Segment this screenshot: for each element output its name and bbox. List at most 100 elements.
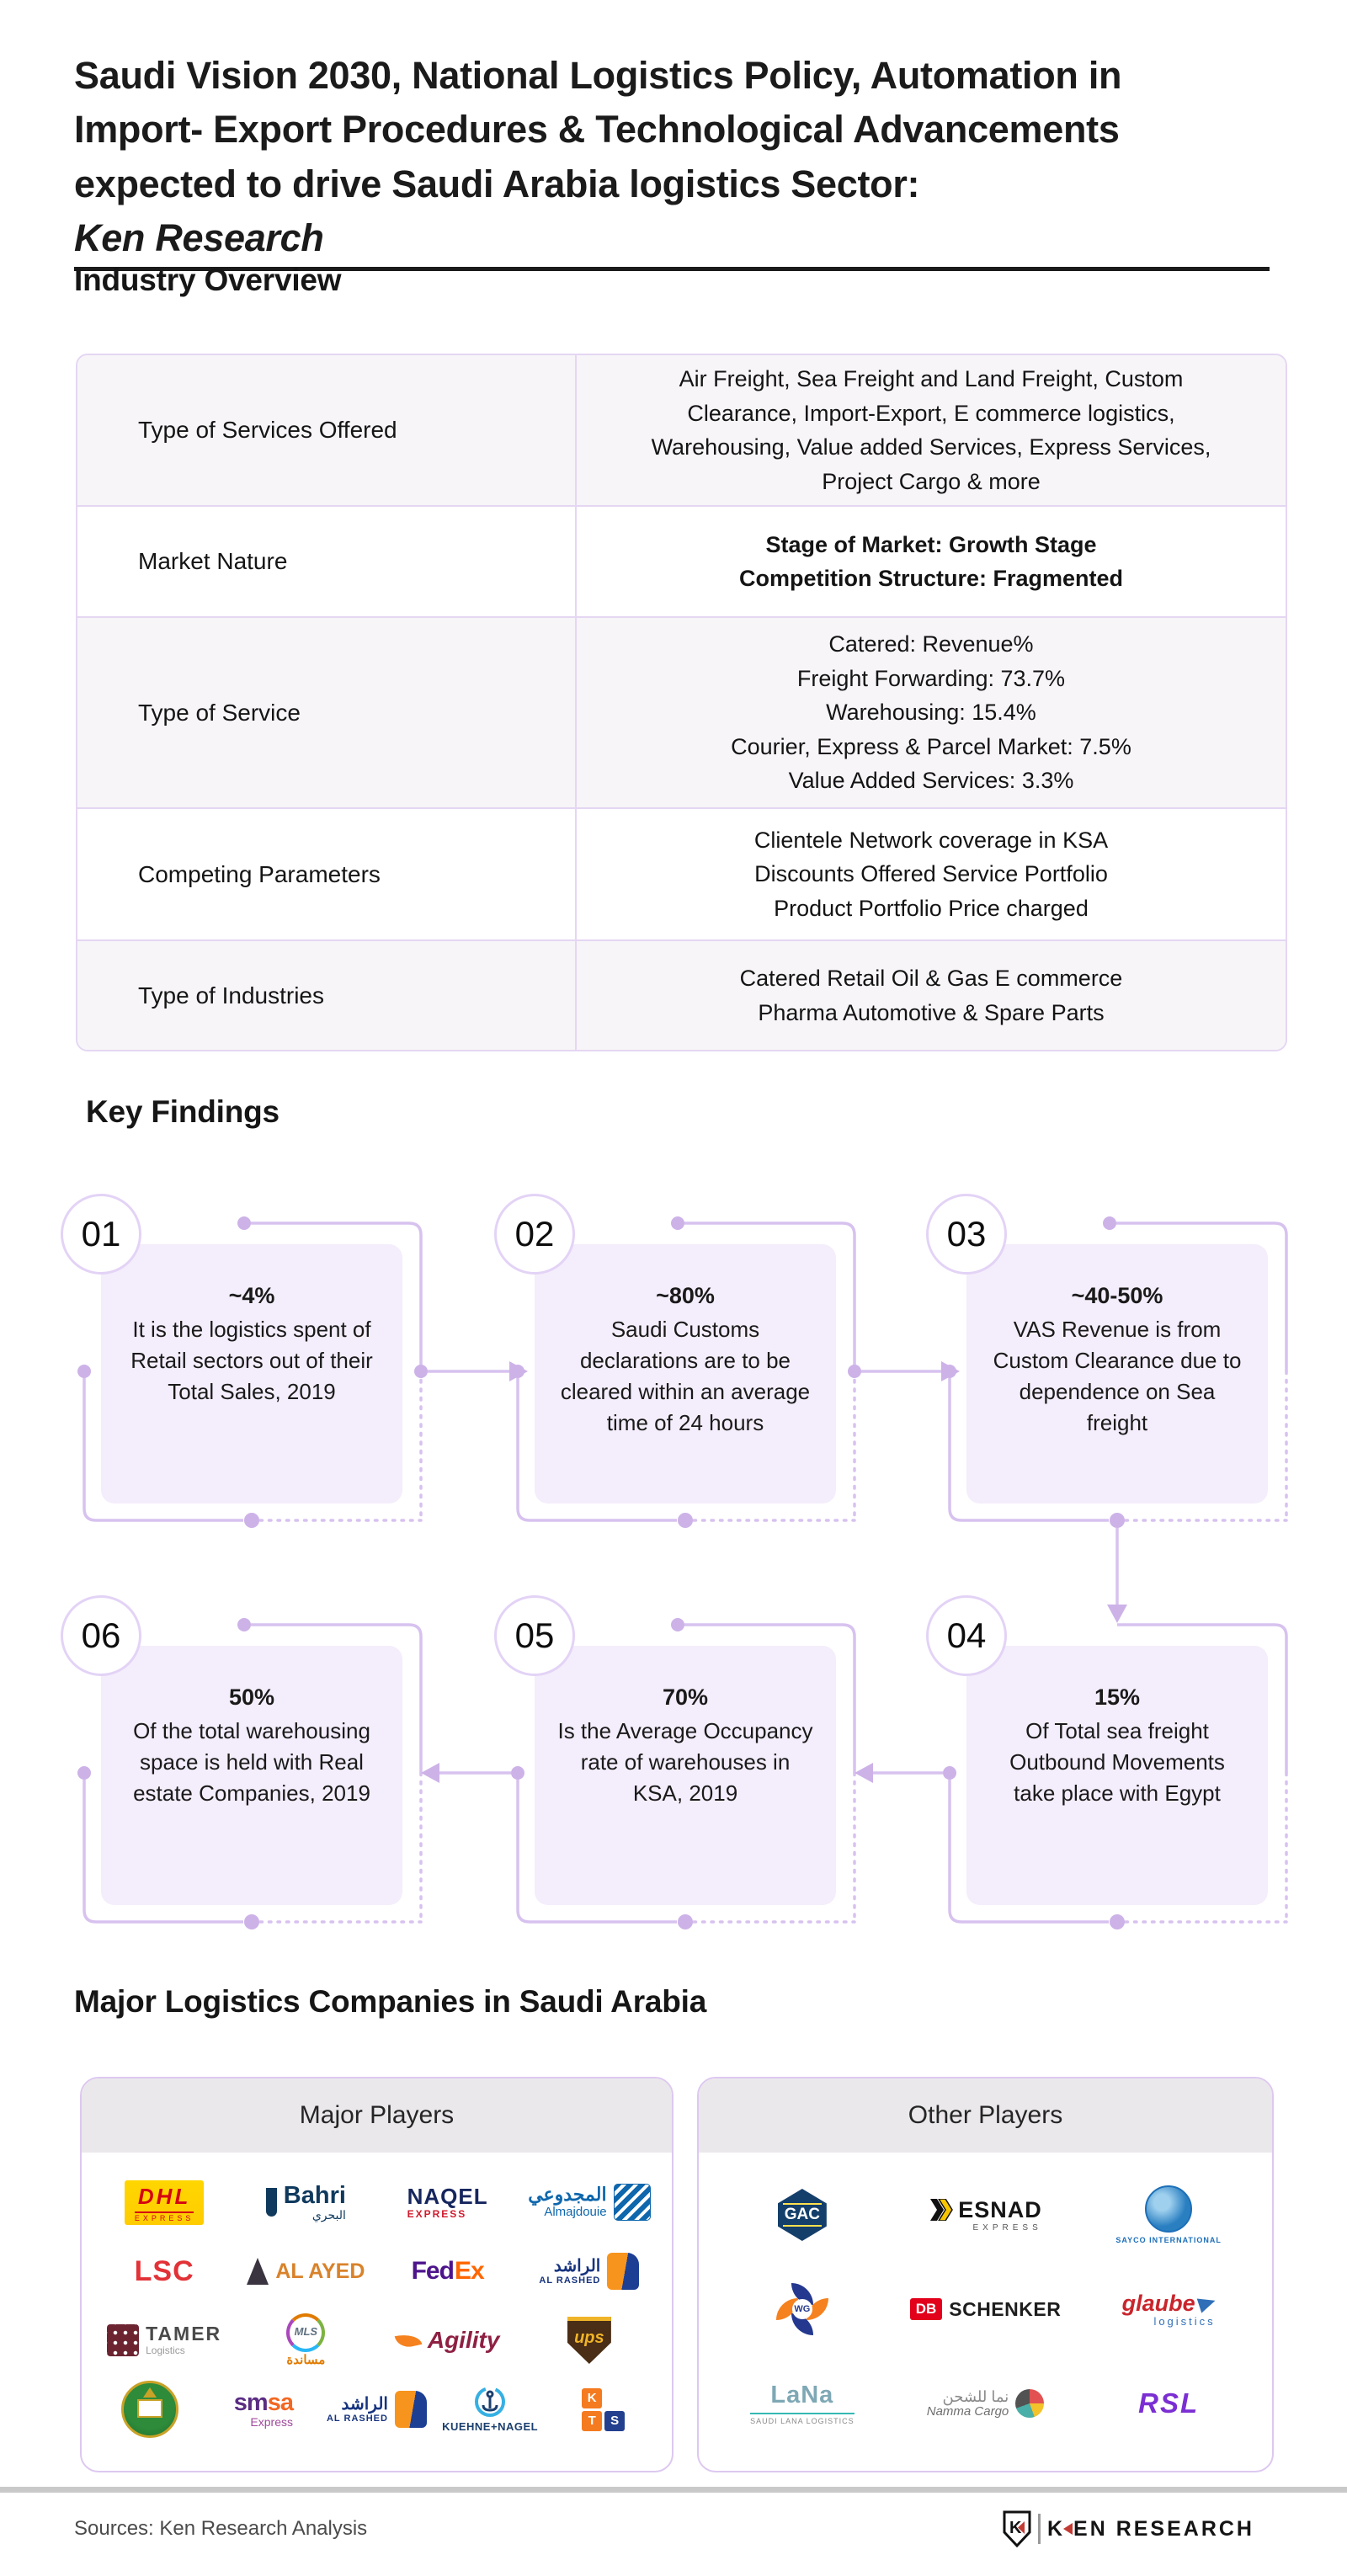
logo-kuehne-nagel: KUEHNE+NAGEL: [434, 2385, 547, 2434]
title-line-3: expected to drive Saudi Arabia logistics…: [74, 157, 1270, 272]
finding-card-04: 15% Of Total sea freight Outbound Moveme…: [966, 1646, 1268, 1905]
finding-text: Of the total warehousing space is held w…: [133, 1717, 370, 1806]
sources-note: Sources: Ken Research Analysis: [74, 2517, 368, 2540]
finding-card-03: ~40-50% VAS Revenue is from Custom Clear…: [966, 1244, 1268, 1504]
finding-stat: 50%: [228, 1685, 275, 1710]
logo-gac: GAC: [711, 2189, 894, 2241]
logo-al-ayed: AL AYED: [235, 2258, 376, 2285]
ken-research-logo: K K EN RESEARCH: [1003, 2510, 1254, 2547]
finding-stat: ~80%: [656, 1283, 715, 1308]
major-players-title: Major Players: [82, 2078, 672, 2153]
table-row-services: Type of Services Offered Air Freight, Se…: [77, 355, 1286, 505]
logo-esnad: ESNAD EXPRESS: [894, 2197, 1078, 2233]
logo-wg: WG: [711, 2283, 894, 2335]
table-row-value: Stage of Market: Growth Stage Competitio…: [738, 531, 1124, 592]
finding-text: Saudi Customs declarations are to be cle…: [560, 1316, 811, 1436]
logo-al-rashed: الراشد AL RASHED: [519, 2253, 660, 2290]
tamer-mark-icon: [107, 2324, 140, 2356]
companies-heading: Major Logistics Companies in Saudi Arabi…: [74, 1984, 707, 2019]
finding-number-02: 02: [494, 1194, 575, 1275]
al-rashed-mark-icon: [607, 2253, 640, 2290]
finding-card-02: ~80% Saudi Customs declarations are to b…: [535, 1244, 836, 1504]
major-players-logos: DHL EXPRESS Bahri البحري NAQEL EXPRESS المج…: [82, 2153, 672, 2452]
logo-db-schenker: DB SCHENKER: [894, 2298, 1078, 2321]
logo-sayco: SAYCO INTERNATIONAL: [1077, 2185, 1260, 2244]
logo-lana: LaNa SAUDI LANA LOGISTICS: [750, 2382, 855, 2425]
finding-number-04: 04: [926, 1595, 1007, 1676]
table-row-label: Type of Industries: [77, 941, 577, 1050]
title-line-2: Import- Export Procedures & Technologica…: [74, 108, 1120, 152]
chevrons-icon: [930, 2198, 954, 2221]
paper-plane-icon: [1196, 2293, 1217, 2313]
logo-dhl: DHL EXPRESS: [93, 2179, 235, 2225]
finding-stat: ~4%: [228, 1283, 275, 1308]
table-row-value: Catered: Revenue% Freight Forwarding: 73…: [731, 631, 1131, 794]
al-ayed-mark-icon: [247, 2258, 269, 2285]
bahri-mark-icon: [265, 2187, 277, 2217]
industry-overview-heading: Industry Overview: [74, 263, 342, 297]
logo-bahri: Bahri البحري: [235, 2182, 376, 2222]
logo-kts: K T S: [546, 2387, 660, 2431]
logo-almajdouie: المجدوعي Almajdouie: [519, 2184, 660, 2221]
logo-smsa: smsa Express: [233, 2388, 294, 2430]
almajdouie-mark-icon: [613, 2184, 651, 2221]
major-players-panel: Major Players DHL EXPRESS Bahri البحري NAQ…: [80, 2077, 674, 2472]
logo-saudi-post: [93, 2381, 207, 2438]
table-row-type-of-industries: Type of Industries Catered Retail Oil & …: [77, 939, 1286, 1050]
gac-hexagon-icon: GAC: [777, 2189, 827, 2241]
logo-tamer: TAMER Logistics: [93, 2323, 235, 2356]
table-row-value: Air Freight, Sea Freight and Land Freigh…: [651, 366, 1211, 494]
logo-ups: ups: [519, 2317, 660, 2364]
key-findings-heading: Key Findings: [86, 1094, 280, 1129]
finding-text: Is the Average Occupancy rate of warehou…: [557, 1717, 813, 1806]
svg-text:K: K: [1009, 2519, 1022, 2537]
finding-stat: ~40-50%: [1071, 1283, 1163, 1308]
ken-research-shield-icon: K: [1003, 2510, 1031, 2547]
finding-number-01: 01: [61, 1194, 141, 1275]
title-brand-highlight: Ken Research: [74, 211, 1270, 272]
finding-card-05: 70% Is the Average Occupancy rate of war…: [535, 1646, 836, 1905]
ups-shield-icon: ups: [567, 2317, 611, 2364]
finding-text: It is the logistics spent of Retail sect…: [130, 1316, 373, 1404]
logo-lsc: LSC: [134, 2254, 194, 2287]
al-rashed-mark-icon: [394, 2391, 427, 2428]
page-title: Saudi Vision 2030, National Logistics Po…: [74, 49, 1270, 272]
table-row-label: Type of Service: [77, 618, 577, 807]
wg-pinwheel-icon: WG: [775, 2283, 828, 2335]
table-row-label: Market Nature: [77, 507, 577, 616]
other-players-panel: Other Players GAC ESNAD: [697, 2077, 1274, 2472]
table-row-market-nature: Market Nature Stage of Market: Growth St…: [77, 505, 1286, 616]
table-row-label: Competing Parameters: [77, 809, 577, 939]
kts-blocks-icon: K T S: [582, 2387, 626, 2431]
table-row-value: Clientele Network coverage in KSA Discou…: [753, 827, 1109, 921]
logo-rsl: RSL: [1138, 2387, 1200, 2419]
logo-al-rashed-2: الراشد AL RASHED: [320, 2391, 434, 2428]
finding-stat: 15%: [1094, 1685, 1141, 1710]
industry-overview-table: Type of Services Offered Air Freight, Se…: [76, 354, 1287, 1051]
table-row-type-of-service: Type of Service Catered: Revenue% Freigh…: [77, 616, 1286, 807]
other-players-title: Other Players: [699, 2078, 1272, 2153]
finding-card-01: ~4% It is the logistics spent of Retail …: [101, 1244, 402, 1504]
logo-namma-cargo: نما للشحن Namma Cargo: [894, 2388, 1078, 2419]
finding-stat: 70%: [662, 1685, 709, 1710]
anchor-icon: [475, 2387, 506, 2418]
agility-swoosh-icon: [394, 2331, 423, 2350]
red-arrow-icon: [1063, 2523, 1073, 2535]
finding-number-06: 06: [61, 1595, 141, 1676]
table-row-competing-parameters: Competing Parameters Clientele Network c…: [77, 807, 1286, 939]
footer-divider: [0, 2487, 1347, 2493]
other-players-logos: GAC ESNAD EXPRESS: [699, 2153, 1272, 2459]
ken-research-wordmark: K EN RESEARCH: [1046, 2516, 1254, 2541]
logo-glaube: glaube logistics: [1077, 2291, 1260, 2329]
logo-mls: MLS مساندة: [235, 2313, 376, 2368]
finding-number-03: 03: [926, 1194, 1007, 1275]
logo-naqel: NAQEL EXPRESS: [407, 2183, 488, 2220]
finding-text: Of Total sea freight Outbound Movements …: [1009, 1717, 1225, 1806]
globe-icon: [1145, 2185, 1193, 2233]
finding-text: VAS Revenue is from Custom Clearance due…: [993, 1316, 1242, 1436]
table-row-label: Type of Services Offered: [77, 355, 577, 505]
logo-divider: [1037, 2514, 1041, 2544]
logo-agility: Agility: [377, 2327, 519, 2354]
finding-number-05: 05: [494, 1595, 575, 1676]
table-row-value: Catered Retail Oil & Gas E commerce Phar…: [739, 966, 1123, 1025]
